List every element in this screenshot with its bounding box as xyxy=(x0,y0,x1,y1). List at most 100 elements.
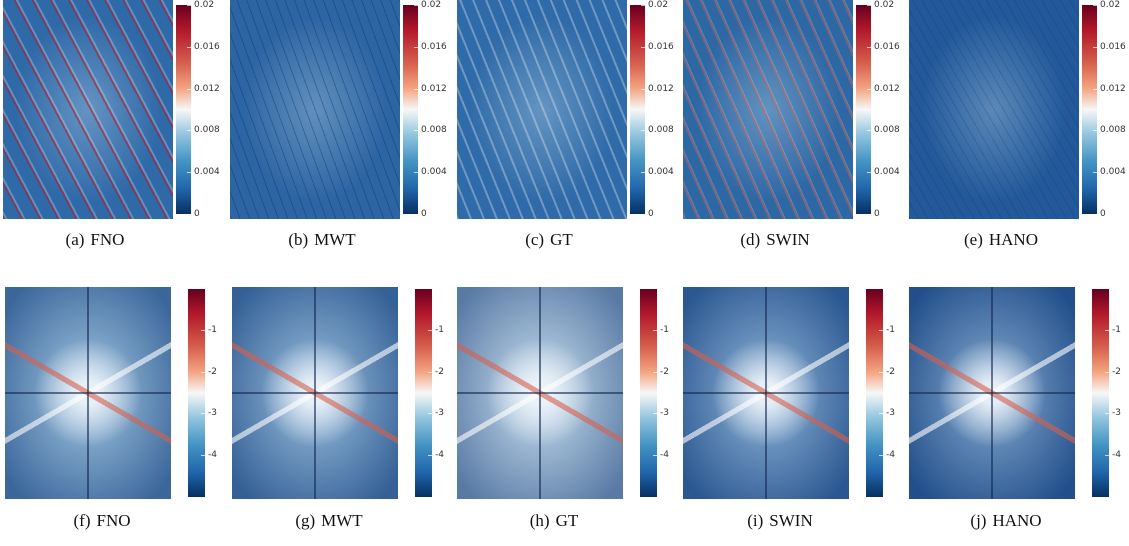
caption: (d) SWIN xyxy=(665,230,885,250)
colorbar-tick xyxy=(867,130,871,132)
colorbar-tick-label: 0 xyxy=(1100,209,1106,219)
colorbar-tick xyxy=(641,46,645,48)
heatmap xyxy=(457,287,623,499)
colorbar-tick-label: -2 xyxy=(1112,366,1121,377)
colorbar-tick-label: 0.02 xyxy=(194,0,215,10)
colorbar xyxy=(403,5,418,214)
caption: (j) HANO xyxy=(896,511,1116,531)
colorbar-tick xyxy=(653,371,657,373)
caption-label: (f) xyxy=(73,511,91,530)
heatmap xyxy=(457,0,627,219)
colorbar-tick xyxy=(653,413,657,414)
colorbar-tick-label: 0.004 xyxy=(874,167,900,178)
colorbar-tick-label: -1 xyxy=(660,325,669,335)
colorbar-tick xyxy=(201,330,205,331)
colorbar-tick-label: 0.008 xyxy=(1100,125,1126,136)
colorbar-tick-label: -1 xyxy=(208,325,217,335)
colorbar-tick xyxy=(187,130,191,132)
colorbar xyxy=(1092,289,1109,497)
colorbar-tick xyxy=(641,88,645,90)
caption-label: (j) xyxy=(970,511,987,530)
colorbar-tick xyxy=(879,413,883,414)
caption-name: MWT xyxy=(314,230,356,249)
caption-name: MWT xyxy=(321,511,363,530)
caption-label: (g) xyxy=(295,511,316,530)
colorbar-tick xyxy=(201,454,205,456)
colorbar-tick xyxy=(653,330,657,331)
caption-name: FNO xyxy=(90,230,125,249)
colorbar-tick-label: 0.016 xyxy=(194,41,220,52)
colorbar xyxy=(415,289,432,497)
colorbar-tick-label: 0.016 xyxy=(421,41,447,52)
colorbar-tick xyxy=(641,214,645,215)
caption-name: HANO xyxy=(988,230,1038,249)
caption: (e) HANO xyxy=(891,230,1111,250)
colorbar-tick-label: 0.02 xyxy=(874,0,895,10)
colorbar-tick xyxy=(1093,5,1097,6)
colorbar-tick-label: 0.008 xyxy=(421,125,447,136)
colorbar-tick-label: 0.012 xyxy=(421,83,447,94)
colorbar-tick-label: -2 xyxy=(435,366,444,377)
colorbar-tick-label: 0 xyxy=(648,209,654,219)
colorbar-tick xyxy=(428,454,432,456)
colorbar-tick-label: 0 xyxy=(421,209,427,219)
colorbar-tick-label: -1 xyxy=(886,325,895,335)
colorbar-tick xyxy=(187,172,191,174)
colorbar-tick xyxy=(867,172,871,174)
colorbar-tick xyxy=(1105,454,1109,456)
colorbar-tick xyxy=(414,5,418,6)
colorbar-tick xyxy=(879,371,883,373)
caption-label: (i) xyxy=(747,511,764,530)
colorbar-tick-label: -3 xyxy=(208,408,217,418)
colorbar-tick-label: 0.004 xyxy=(648,167,674,178)
colorbar-tick xyxy=(1093,172,1097,174)
colorbar xyxy=(630,5,645,214)
colorbar xyxy=(866,289,883,497)
colorbar-tick xyxy=(201,371,205,373)
caption-name: HANO xyxy=(992,511,1042,530)
caption-name: GT xyxy=(550,230,573,249)
caption-name: GT xyxy=(555,511,579,530)
caption-label: (a) xyxy=(65,230,85,249)
caption: (b) MWT xyxy=(212,230,432,250)
colorbar-tick xyxy=(1093,214,1097,215)
colorbar-tick xyxy=(867,46,871,48)
colorbar-tick-label: 0.012 xyxy=(874,83,900,94)
colorbar-tick-label: 0.016 xyxy=(1100,41,1126,52)
caption-label: (d) xyxy=(740,230,761,249)
colorbar-tick-label: -4 xyxy=(435,449,444,460)
colorbar-tick-label: -3 xyxy=(886,408,895,418)
colorbar-tick-label: -3 xyxy=(1112,408,1121,418)
colorbar-tick-label: 0.02 xyxy=(648,0,669,10)
colorbar-tick xyxy=(867,5,871,6)
colorbar-tick xyxy=(867,214,871,215)
colorbar-tick xyxy=(879,454,883,456)
colorbar-tick-label: -4 xyxy=(886,449,895,460)
colorbar-tick-label: 0 xyxy=(874,209,880,219)
caption: (i) SWIN xyxy=(670,511,890,531)
colorbar-tick-label: -1 xyxy=(435,325,444,335)
colorbar-tick-label: -1 xyxy=(1112,325,1121,335)
colorbar-tick-label: 0.016 xyxy=(874,41,900,52)
caption-name: SWIN xyxy=(769,511,813,530)
heatmap xyxy=(909,287,1075,499)
colorbar-tick-label: -3 xyxy=(660,408,669,418)
caption: (c) GT xyxy=(439,230,659,250)
heatmap xyxy=(683,287,849,499)
colorbar-tick xyxy=(1093,46,1097,48)
colorbar-tick xyxy=(414,88,418,90)
colorbar-tick xyxy=(428,330,432,331)
colorbar-tick-label: -3 xyxy=(435,408,444,418)
colorbar-tick xyxy=(428,371,432,373)
colorbar-tick-label: -4 xyxy=(1112,449,1121,460)
caption-name: SWIN xyxy=(766,230,810,249)
colorbar-tick-label: 0.004 xyxy=(421,167,447,178)
colorbar-tick xyxy=(414,172,418,174)
colorbar-tick xyxy=(187,214,191,215)
colorbar xyxy=(856,5,871,214)
colorbar-tick xyxy=(1093,130,1097,132)
colorbar-tick xyxy=(201,413,205,414)
colorbar-tick-label: 0.012 xyxy=(194,83,220,94)
colorbar-tick-label: 0.008 xyxy=(648,125,674,136)
